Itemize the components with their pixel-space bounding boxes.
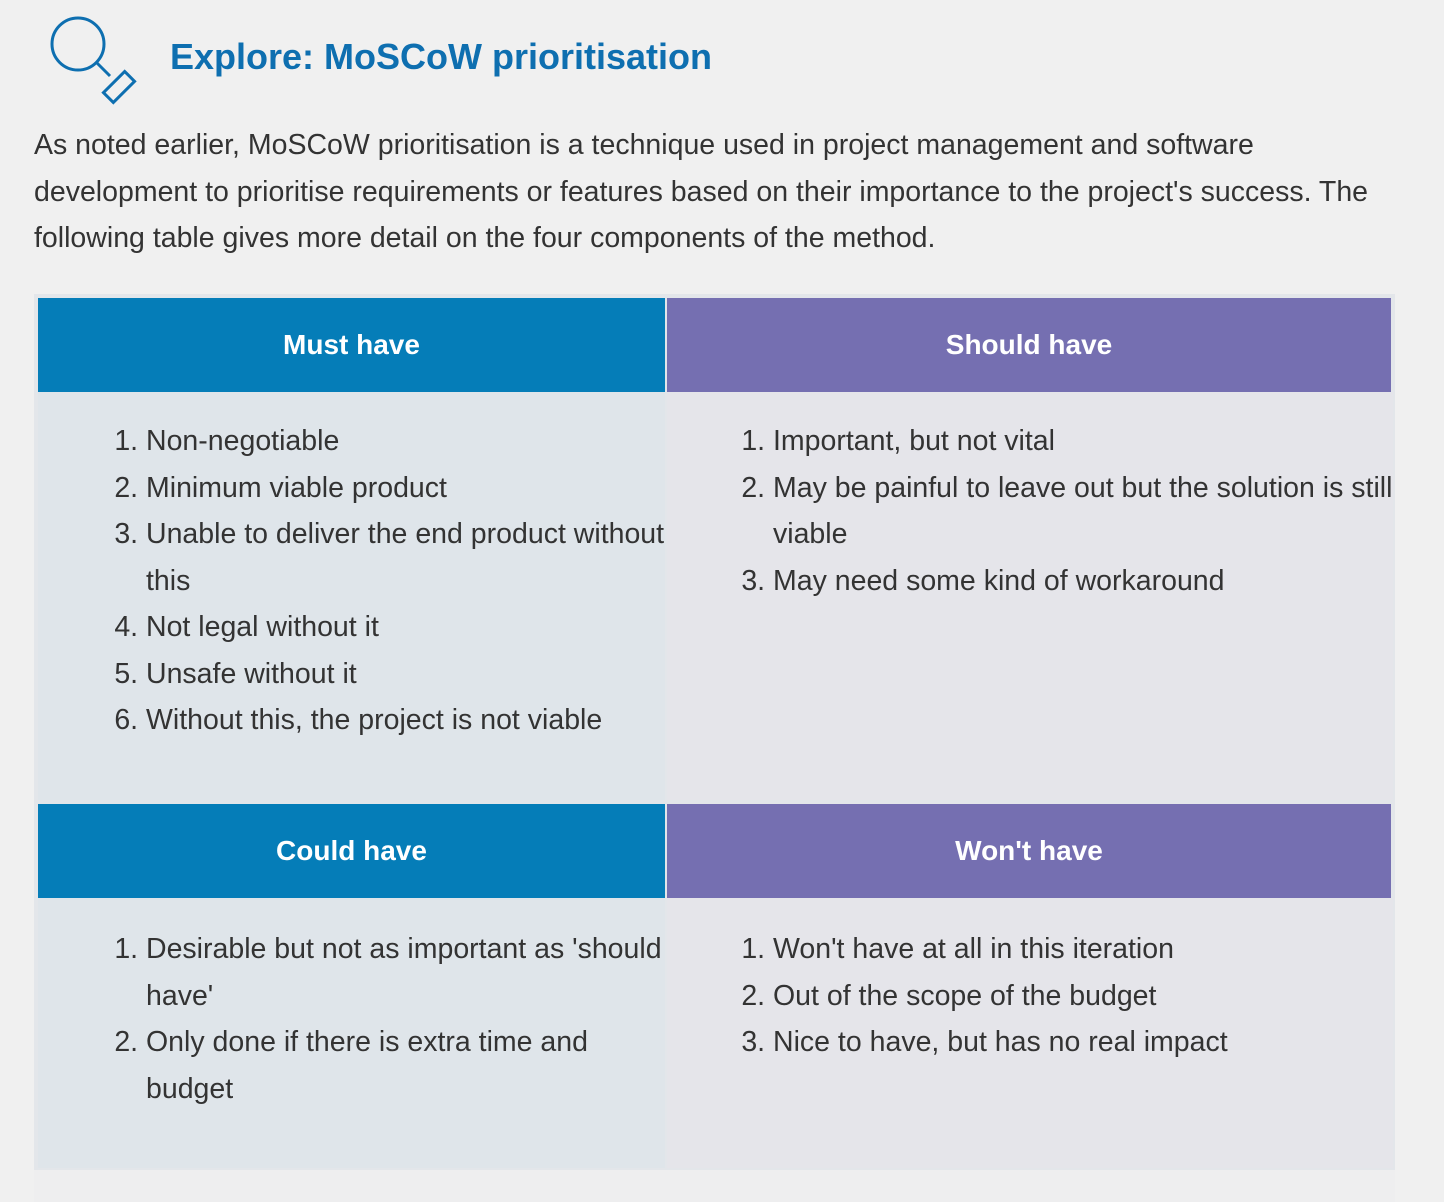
list-item: May need some kind of workaround xyxy=(773,558,1393,605)
wont-have-list: Won't have at all in this iteration Out … xyxy=(739,926,1393,1066)
list-item: Non-negotiable xyxy=(146,418,665,465)
intro-paragraph: As noted earlier, MoSCoW prioritisation … xyxy=(34,129,1369,254)
list-item: Minimum viable product xyxy=(146,465,665,512)
table-footer xyxy=(34,1170,1395,1202)
page-title: Explore: MoSCoW prioritisation xyxy=(170,36,713,77)
could-have-header: Could have xyxy=(38,804,665,898)
list-item: Not legal without it xyxy=(146,604,665,651)
list-item: Desirable but not as important as 'shoul… xyxy=(146,926,665,1019)
should-have-list: Important, but not vital May be painful … xyxy=(739,418,1393,604)
list-item: Unable to deliver the end product withou… xyxy=(146,511,665,604)
list-item: Without this, the project is not viable xyxy=(146,697,665,744)
moscow-table: Must have Should have Non-negotiable Min… xyxy=(34,294,1395,1202)
list-item: Nice to have, but has no real impact xyxy=(773,1019,1393,1066)
list-item: Unsafe without it xyxy=(146,651,665,698)
list-item: Only done if there is extra time and bud… xyxy=(146,1019,665,1112)
list-item: Out of the scope of the budget xyxy=(773,973,1393,1020)
wont-have-cell: Won't have at all in this iteration Out … xyxy=(667,898,1393,1168)
explore-header: Explore: MoSCoW prioritisation xyxy=(48,14,1348,110)
should-have-cell: Important, but not vital May be painful … xyxy=(667,392,1393,800)
must-have-header: Must have xyxy=(38,298,665,392)
could-have-cell: Desirable but not as important as 'shoul… xyxy=(38,898,665,1168)
could-have-list: Desirable but not as important as 'shoul… xyxy=(112,926,665,1112)
must-have-cell: Non-negotiable Minimum viable product Un… xyxy=(38,392,665,800)
must-have-list: Non-negotiable Minimum viable product Un… xyxy=(112,418,665,744)
list-item: Important, but not vital xyxy=(773,418,1393,465)
magnifier-icon xyxy=(50,16,137,105)
list-item: May be painful to leave out but the solu… xyxy=(773,465,1393,558)
wont-have-header: Won't have xyxy=(667,804,1391,898)
list-item: Won't have at all in this iteration xyxy=(773,926,1393,973)
should-have-header: Should have xyxy=(667,298,1391,392)
